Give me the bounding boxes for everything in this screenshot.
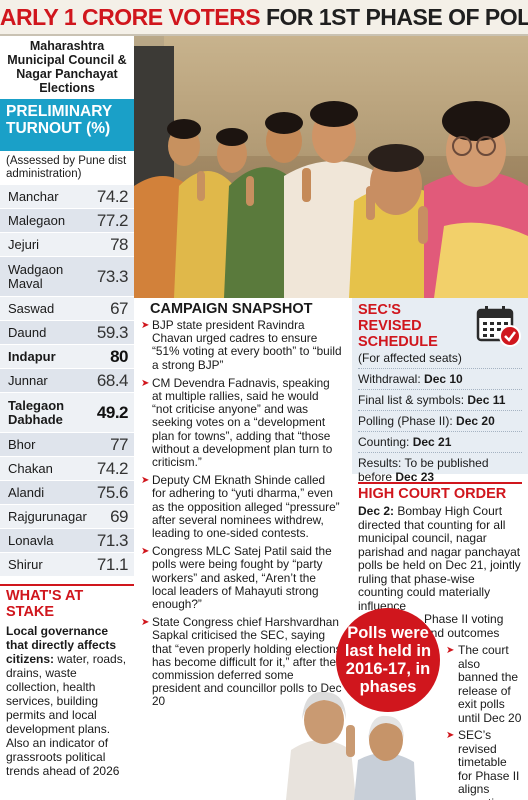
stake-text: water, roads, drains, waste collection, …	[6, 652, 127, 778]
hc-lead-tail: Phase II voting and outcomes	[424, 612, 504, 640]
sec-line-value: Dec 11	[467, 393, 506, 407]
sec-title: SEC'S REVISED SCHEDULE	[358, 302, 438, 350]
turnout-place: Rajgurunagar	[8, 508, 87, 524]
turnout-place: Shirur	[8, 556, 43, 572]
turnout-value: 74.2	[96, 458, 129, 478]
turnout-value: 59.3	[96, 322, 129, 342]
sec-line-label: Counting:	[358, 435, 413, 449]
sec-line-polling: Polling (Phase II): Dec 20	[358, 410, 522, 431]
sec-line-value: Dec 10	[424, 372, 463, 386]
campaign-item: Deputy CM Eknath Shinde called for adher…	[141, 474, 342, 540]
sec-line-label: Final list & symbols:	[358, 393, 468, 407]
turnout-value: 75.6	[96, 482, 129, 502]
turnout-row: Manchar 74.2	[0, 184, 134, 208]
high-court-order: HIGH COURT ORDER Dec 2: Bombay High Cour…	[352, 478, 528, 800]
campaign-title: CAMPAIGN SNAPSHOT	[150, 301, 313, 317]
stake-bold: Local governance that directly affects c…	[6, 624, 117, 666]
turnout-value: 74.2	[96, 186, 129, 206]
turnout-row: Daund 59.3	[0, 320, 134, 344]
turnout-row: Malegaon 77.2	[0, 208, 134, 232]
turnout-value: 69	[110, 506, 128, 526]
elections-title: Maharashtra Municipal Council & Nagar Pa…	[7, 39, 127, 95]
turnout-value: 77	[110, 434, 128, 454]
campaign-snapshot: CAMPAIGN SNAPSHOT BJP state president Ra…	[134, 298, 348, 800]
turnout-title: PRELIMINARY TURNOUT (%)	[0, 99, 134, 151]
stake-body: Local governance that directly affects c…	[0, 622, 134, 780]
turnout-list: Manchar 74.2 Malegaon 77.2 Jejuri 78 Wadgaon M…	[0, 184, 134, 576]
sec-line-label: Polling (Phase II):	[358, 414, 457, 428]
turnout-row: Indapur 80	[0, 344, 134, 368]
last-held-badge: Polls were last held in 2016-17, in phas…	[336, 608, 440, 712]
turnout-source: (Assessed by Pune dist administration)	[6, 155, 127, 180]
hc-title: HIGH COURT ORDER	[358, 482, 522, 502]
stake-title: WHAT'S AT STAKE	[0, 584, 134, 622]
turnout-value: 67	[110, 298, 128, 318]
campaign-item: BJP state president Ravindra Chavan urge…	[141, 318, 342, 372]
sec-schedule: SEC'S REVISED SCHEDULE (For affected sea…	[352, 298, 528, 484]
headline-part2: FOR 1ST PHASE OF POLLS	[265, 3, 528, 30]
turnout-place: Jejuri	[8, 236, 40, 252]
turnout-panel: Maharashtra Municipal Council & Nagar Pa…	[0, 36, 134, 800]
sec-line-value: Dec 20	[456, 414, 495, 428]
turnout-place: Malegaon	[8, 212, 66, 228]
calendar-check-icon	[476, 306, 521, 347]
turnout-place: Junnar	[8, 372, 48, 388]
turnout-place: Indapur	[8, 348, 56, 364]
voters-photo	[134, 36, 528, 298]
turnout-row: Alandi 75.6	[0, 480, 134, 504]
turnout-value: 77.2	[96, 210, 129, 230]
hc-lead-text: Bombay High Court directed that counting…	[358, 504, 521, 613]
sec-line-counting: Counting: Dec 21	[358, 431, 522, 452]
sec-line-final-list: Final list & symbols: Dec 11	[358, 389, 522, 410]
turnout-place: Daund	[8, 324, 47, 340]
turnout-row: Shirur 71.1	[0, 552, 134, 576]
campaign-item: Congress MLC Satej Patil said the polls …	[141, 545, 342, 611]
headline-part1: NEARLY 1 CRORE VOTERS	[0, 3, 261, 30]
campaign-item: CM Devendra Fadnavis, speaking at multip…	[141, 376, 342, 469]
turnout-value: 49.2	[96, 402, 129, 422]
elderly-voters-illustration	[286, 691, 416, 800]
turnout-place: Chakan	[8, 460, 53, 476]
turnout-row: Lonavla 71.3	[0, 528, 134, 552]
turnout-place: Wadgaon Maval	[8, 261, 64, 291]
turnout-row: Junnar 68.4	[0, 368, 134, 392]
hc-lead: Dec 2: Bombay High Court directed that c…	[358, 504, 522, 613]
turnout-row: Bhor 77	[0, 432, 134, 456]
turnout-place: Manchar	[8, 188, 59, 204]
turnout-row: Saswad 67	[0, 296, 134, 320]
headline: NEARLY 1 CRORE VOTERS FOR 1ST PHASE OF P…	[0, 0, 528, 36]
hc-lead-date: Dec 2:	[358, 504, 395, 518]
turnout-row: Jejuri 78	[0, 232, 134, 256]
voters-illustration	[134, 101, 528, 298]
turnout-value: 71.3	[96, 530, 129, 550]
turnout-place: Talegaon Dabhade	[8, 397, 65, 427]
turnout-row: Chakan 74.2	[0, 456, 134, 480]
sec-subtitle: (For affected seats)	[358, 351, 462, 365]
sec-line-label: Withdrawal:	[358, 372, 425, 386]
sec-line-results: Results: To be published before Dec 23	[358, 452, 522, 487]
campaign-item: State Congress chief Harshvardhan Sapkal…	[141, 616, 342, 708]
turnout-row: Rajgurunagar 69	[0, 504, 134, 528]
turnout-row: Wadgaon Maval 73.3	[0, 256, 134, 296]
hc-bullet: The court also banned the release of exi…	[446, 643, 522, 725]
turnout-value: 68.4	[96, 370, 129, 390]
hc-bullet: SEC’s revised timetable for Phase II ali…	[446, 728, 522, 800]
sec-line-value: Dec 23	[395, 470, 435, 484]
turnout-value: 80	[110, 346, 128, 366]
turnout-row: Talegaon Dabhade 49.2	[0, 392, 134, 432]
turnout-value: 71.1	[96, 554, 129, 574]
turnout-place: Saswad	[8, 300, 55, 316]
turnout-place: Bhor	[8, 436, 36, 452]
sec-line-label: Results: To be published before	[358, 456, 489, 484]
turnout-value: 73.3	[96, 266, 129, 286]
turnout-place: Alandi	[8, 484, 45, 500]
sec-line-value: Dec 21	[412, 435, 452, 449]
turnout-value: 78	[110, 234, 128, 254]
turnout-place: Lonavla	[8, 532, 54, 548]
sec-line-withdrawal: Withdrawal: Dec 10	[358, 368, 522, 389]
